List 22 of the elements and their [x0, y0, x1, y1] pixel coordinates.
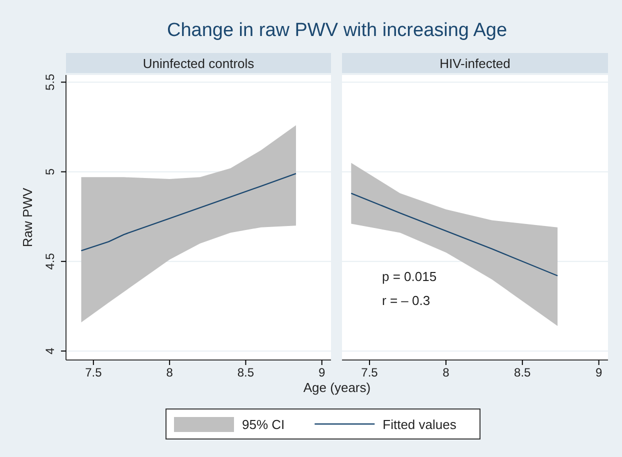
x-tick-label: 7.5	[361, 366, 378, 380]
chart-subtitle: HIV-infected	[440, 56, 510, 71]
y-tick-label: 5.5	[43, 74, 57, 91]
y-tick-label: 5	[43, 168, 57, 176]
x-tick-label: 9	[595, 366, 602, 380]
x-tick-label: 8	[442, 366, 450, 380]
legend-label: Fitted values	[382, 417, 457, 432]
y-tick-label: 4	[43, 347, 57, 354]
y-tick-label: 4.5	[43, 252, 57, 270]
line-series	[80, 172, 297, 252]
y-axis-title: Raw PWV	[20, 188, 35, 248]
x-tick-label: 8	[166, 366, 174, 380]
chart-title: Change in raw PWV with increasing Age	[166, 20, 508, 41]
x-tick-label: 8.5	[237, 366, 254, 380]
x-tick-label: 9	[318, 366, 326, 380]
x-axis-title: Age (years)	[303, 380, 371, 395]
x-tick-label: 8.5	[514, 366, 532, 380]
annotation: r = – 0.3	[382, 293, 430, 308]
legend-label: 95% CI	[242, 417, 285, 432]
annotation: p = 0.015	[382, 269, 437, 284]
chart-subtitle: Uninfected controls	[142, 56, 255, 71]
x-tick-label: 7.5	[85, 366, 102, 380]
